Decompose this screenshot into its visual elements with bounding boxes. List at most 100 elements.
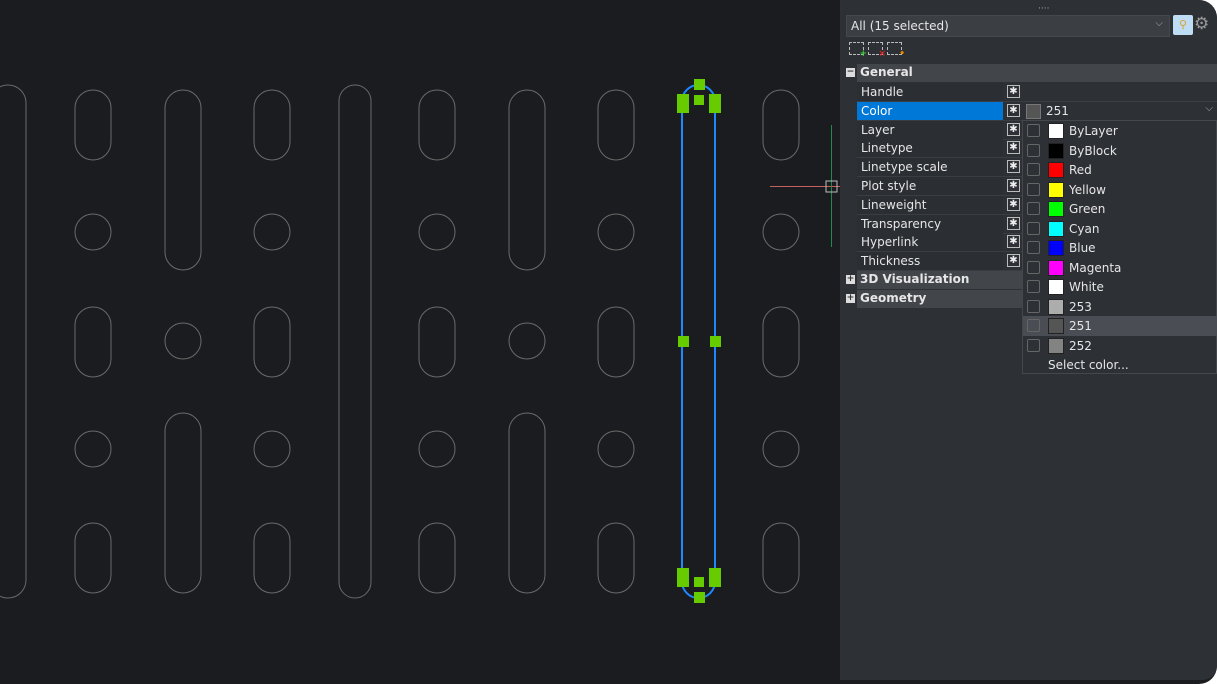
checkbox[interactable] [1027, 241, 1040, 254]
circle-hole[interactable] [762, 213, 800, 251]
circle-hole[interactable] [597, 213, 635, 251]
property-row-handle[interactable]: Handle ✱ [857, 83, 1217, 102]
collapse-icon[interactable]: − [846, 67, 855, 77]
circle-hole[interactable] [597, 430, 635, 468]
checkbox[interactable] [1027, 260, 1040, 274]
color-swatch [1026, 103, 1041, 119]
grip-handle[interactable] [677, 94, 689, 113]
tall-slot[interactable] [508, 412, 546, 594]
circle-hole[interactable] [253, 430, 291, 468]
grip-handle[interactable] [678, 336, 689, 347]
long-slot[interactable] [0, 84, 27, 599]
circle-hole[interactable] [164, 322, 202, 360]
property-label: Color [857, 101, 1003, 120]
checkbox[interactable] [1027, 280, 1040, 293]
select-objects-icon[interactable]: • [887, 42, 905, 59]
short-slot[interactable] [253, 306, 291, 378]
color-option-red[interactable]: Red [1023, 160, 1217, 180]
pick-icon[interactable]: ✱ [1007, 216, 1020, 230]
tall-slot[interactable] [164, 89, 202, 271]
section-general[interactable]: General [857, 64, 1217, 82]
property-value[interactable] [1022, 83, 1217, 101]
short-slot[interactable] [418, 89, 456, 161]
pick-icon[interactable]: ✱ [1007, 235, 1020, 249]
select-color-option[interactable]: Select color... [1048, 358, 1129, 372]
short-slot[interactable] [762, 522, 800, 594]
short-slot[interactable] [597, 89, 635, 161]
pick-icon[interactable]: ✱ [1007, 254, 1020, 268]
expand-icon[interactable]: + [846, 293, 855, 303]
circle-hole[interactable] [508, 322, 546, 360]
checkbox[interactable] [1027, 143, 1040, 157]
grip-handle[interactable] [710, 336, 721, 347]
color-option-label: Red [1069, 163, 1092, 177]
expand-icon[interactable]: + [846, 274, 855, 284]
property-label: Linetype scale [857, 158, 1003, 177]
checkbox[interactable] [1027, 202, 1040, 215]
grip-handle[interactable] [694, 592, 705, 603]
short-slot[interactable] [597, 306, 635, 378]
long-slot[interactable] [338, 84, 372, 599]
gear-icon[interactable]: ⚙ [1194, 14, 1210, 34]
circle-hole[interactable] [762, 430, 800, 468]
grip-handle[interactable] [677, 568, 689, 587]
color-option-253[interactable]: 253 [1023, 297, 1217, 317]
color-option-cyan[interactable]: Cyan [1023, 219, 1217, 239]
checkbox[interactable] [1027, 221, 1040, 235]
checkbox[interactable] [1027, 163, 1040, 176]
add-to-selection-icon[interactable]: + [849, 42, 867, 59]
quick-select-icon[interactable]: ⚲ [1173, 15, 1193, 35]
short-slot[interactable] [74, 522, 112, 594]
checkbox[interactable] [1027, 299, 1040, 313]
circle-hole[interactable] [74, 213, 112, 251]
pick-icon[interactable]: ✱ [1007, 197, 1020, 211]
circle-hole[interactable] [253, 213, 291, 251]
tall-slot[interactable] [164, 412, 202, 594]
short-slot[interactable] [597, 522, 635, 594]
remove-from-selection-icon[interactable]: × [868, 42, 886, 59]
grip-handle[interactable] [709, 94, 721, 113]
checkbox[interactable] [1027, 124, 1040, 137]
checkbox[interactable] [1027, 338, 1040, 352]
grip-handle[interactable] [694, 79, 705, 90]
short-slot[interactable] [74, 306, 112, 378]
circle-hole[interactable] [418, 213, 456, 251]
grip-handle[interactable] [694, 577, 704, 587]
pick-icon[interactable]: ✱ [1007, 160, 1020, 174]
pick-icon[interactable]: ✱ [1007, 85, 1020, 98]
tall-slot[interactable] [508, 89, 546, 271]
grip-handle[interactable] [694, 95, 704, 105]
short-slot[interactable] [762, 306, 800, 378]
short-slot[interactable] [418, 522, 456, 594]
circle-hole[interactable] [74, 430, 112, 468]
pick-icon[interactable]: ✱ [1007, 122, 1020, 136]
pick-icon[interactable]: ✱ [1007, 179, 1020, 192]
grip-handle[interactable] [709, 568, 721, 587]
color-option-green[interactable]: Green [1023, 199, 1217, 219]
color-select[interactable]: 251 ⌵ [1022, 102, 1217, 120]
color-option-byblock[interactable]: ByBlock [1023, 141, 1217, 161]
property-label: Hyperlink [857, 233, 1003, 252]
pick-icon[interactable]: ✱ [1007, 141, 1020, 155]
pick-icon[interactable]: ✱ [1007, 103, 1020, 117]
property-row-color[interactable]: Color ✱ 251 ⌵ [857, 101, 1217, 121]
color-option-252[interactable]: 252 [1023, 336, 1217, 356]
color-option-251[interactable]: 251 [1023, 316, 1217, 336]
panel-grip-handle[interactable]: ···· [1038, 4, 1050, 14]
short-slot[interactable] [762, 89, 800, 161]
color-option-magenta[interactable]: Magenta [1023, 258, 1217, 278]
short-slot[interactable] [418, 306, 456, 378]
checkbox[interactable] [1027, 319, 1040, 332]
checkbox[interactable] [1027, 182, 1040, 196]
short-slot[interactable] [253, 522, 291, 594]
color-swatch [1048, 142, 1064, 159]
color-option-white[interactable]: White [1023, 277, 1217, 297]
short-slot[interactable] [253, 89, 291, 161]
short-slot[interactable] [74, 89, 112, 161]
color-option-blue[interactable]: Blue [1023, 238, 1217, 258]
drawing-canvas[interactable] [0, 0, 840, 684]
circle-hole[interactable] [418, 430, 456, 468]
selection-filter-dropdown[interactable]: All (15 selected) ⌵ [846, 15, 1170, 37]
color-option-yellow[interactable]: Yellow [1023, 180, 1217, 200]
color-option-bylayer[interactable]: ByLayer [1023, 121, 1217, 141]
